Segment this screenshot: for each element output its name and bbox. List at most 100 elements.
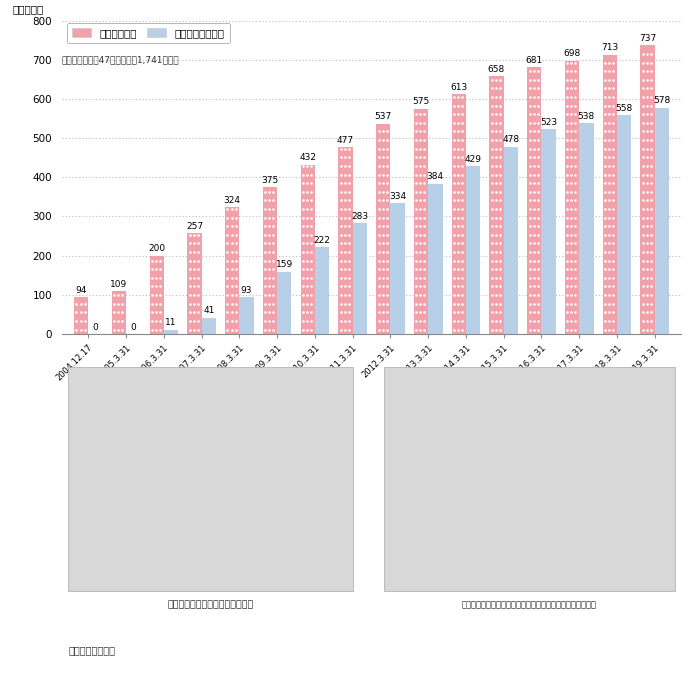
Point — [305, 160, 316, 171]
Point — [486, 169, 497, 180]
Point — [226, 238, 237, 249]
Point — [381, 273, 392, 284]
Point — [147, 273, 158, 284]
Point — [570, 186, 581, 197]
Point — [335, 221, 346, 232]
Point — [533, 324, 544, 335]
Point — [570, 75, 581, 86]
Text: 558: 558 — [616, 104, 633, 113]
Point — [305, 255, 316, 266]
Point — [533, 75, 544, 86]
Point — [524, 144, 535, 155]
Point — [117, 307, 128, 318]
Point — [117, 290, 128, 301]
Point — [226, 204, 237, 215]
Point — [528, 307, 539, 318]
Point — [566, 255, 577, 266]
Point — [566, 307, 577, 318]
Text: 478: 478 — [502, 135, 519, 144]
Point — [457, 255, 468, 266]
Point — [524, 117, 535, 128]
Point — [301, 307, 312, 318]
Point — [645, 204, 656, 215]
Bar — [202, 318, 216, 334]
Point — [419, 177, 430, 188]
Point — [486, 195, 497, 206]
Point — [495, 315, 506, 326]
Point — [608, 221, 619, 232]
Point — [645, 229, 656, 240]
Point — [566, 298, 577, 309]
Point — [524, 298, 535, 309]
Point — [339, 255, 350, 266]
Point — [603, 117, 614, 128]
Point — [603, 246, 614, 257]
Point — [373, 324, 384, 335]
Point — [637, 92, 648, 103]
Point — [566, 57, 577, 68]
Point — [457, 186, 468, 197]
Point — [339, 160, 350, 171]
Point — [486, 135, 497, 146]
Point — [528, 177, 539, 188]
Point — [533, 204, 544, 215]
Point — [193, 281, 204, 292]
Point — [524, 177, 535, 188]
Point — [411, 160, 422, 171]
Point — [528, 290, 539, 301]
Point — [268, 315, 279, 326]
Point — [570, 307, 581, 318]
Point — [562, 246, 573, 257]
Point — [491, 100, 502, 111]
Point — [570, 238, 581, 249]
Point — [570, 169, 581, 180]
Point — [524, 160, 535, 171]
Point — [411, 195, 422, 206]
Point — [335, 264, 346, 275]
Point — [449, 126, 460, 137]
Point — [189, 307, 200, 318]
Point — [599, 152, 610, 163]
Point — [608, 177, 619, 188]
Point — [566, 160, 577, 171]
Point — [637, 66, 648, 77]
Point — [641, 75, 652, 86]
Point — [151, 273, 162, 284]
Point — [264, 195, 275, 206]
Point — [457, 195, 468, 206]
Point — [297, 255, 308, 266]
Point — [301, 324, 312, 335]
Point — [453, 195, 464, 206]
Point — [566, 204, 577, 215]
Point — [377, 264, 388, 275]
Point — [411, 255, 422, 266]
Point — [301, 315, 312, 326]
Point — [305, 195, 316, 206]
Point — [491, 298, 502, 309]
Point — [641, 66, 652, 77]
Point — [113, 324, 124, 335]
Point — [599, 324, 610, 335]
Point — [155, 281, 166, 292]
Text: 283: 283 — [352, 212, 368, 221]
Point — [491, 144, 502, 155]
Point — [495, 212, 506, 223]
Point — [562, 92, 573, 103]
Point — [155, 255, 166, 266]
Point — [453, 152, 464, 163]
Point — [641, 83, 652, 94]
Point — [528, 246, 539, 257]
Point — [222, 298, 233, 309]
Point — [381, 238, 392, 249]
Point — [641, 307, 652, 318]
Point — [495, 290, 506, 301]
Point — [570, 281, 581, 292]
Point — [335, 229, 346, 240]
Point — [603, 66, 614, 77]
Point — [637, 117, 648, 128]
Point — [608, 204, 619, 215]
Point — [343, 298, 354, 309]
Point — [449, 324, 460, 335]
Point — [109, 298, 120, 309]
Point — [71, 298, 82, 309]
